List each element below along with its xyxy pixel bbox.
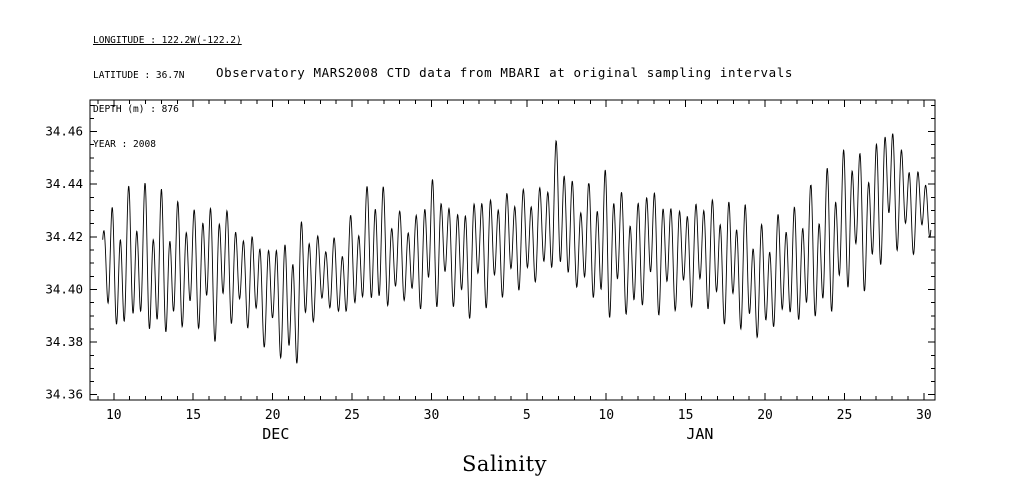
- year-label: YEAR : 2008: [93, 138, 156, 150]
- y-tick-label: 34.46: [45, 124, 83, 139]
- x-tick-label: 5: [523, 408, 531, 423]
- x-tick-label: 20: [265, 408, 281, 423]
- y-tick-label: 34.42: [45, 229, 83, 244]
- x-tick-label: 25: [344, 408, 360, 423]
- variable-label: Salinity: [462, 452, 547, 476]
- x-tick-label: 10: [598, 408, 614, 423]
- depth-label: DEPTH (m) : 876: [93, 104, 179, 115]
- y-tick-label: 34.40: [45, 281, 83, 296]
- y-tick-label: 34.36: [45, 387, 83, 402]
- x-tick-label: 20: [757, 408, 773, 423]
- x-tick-label: 30: [424, 408, 440, 423]
- x-tick-label: 15: [185, 408, 201, 423]
- x-month-label: DEC: [262, 425, 289, 443]
- x-month-label: JAN: [686, 425, 713, 443]
- chart-title: Observatory MARS2008 CTD data from MBARI…: [216, 65, 793, 80]
- longitude-label: LONGITUDE : 122.2W(-122.2): [93, 35, 242, 46]
- salinity-line: [102, 133, 932, 364]
- x-tick-label: 15: [678, 408, 694, 423]
- x-tick-label: 25: [837, 408, 853, 423]
- y-tick-label: 34.38: [45, 334, 83, 349]
- x-tick-label: 30: [916, 408, 932, 423]
- latitude-label: LATITUDE : 36.7N: [93, 69, 185, 81]
- metadata-block: LONGITUDE : 122.2W(-122.2) LATITUDE : 36…: [93, 12, 242, 173]
- x-tick-label: 10: [106, 408, 122, 423]
- y-tick-label: 34.44: [45, 176, 83, 191]
